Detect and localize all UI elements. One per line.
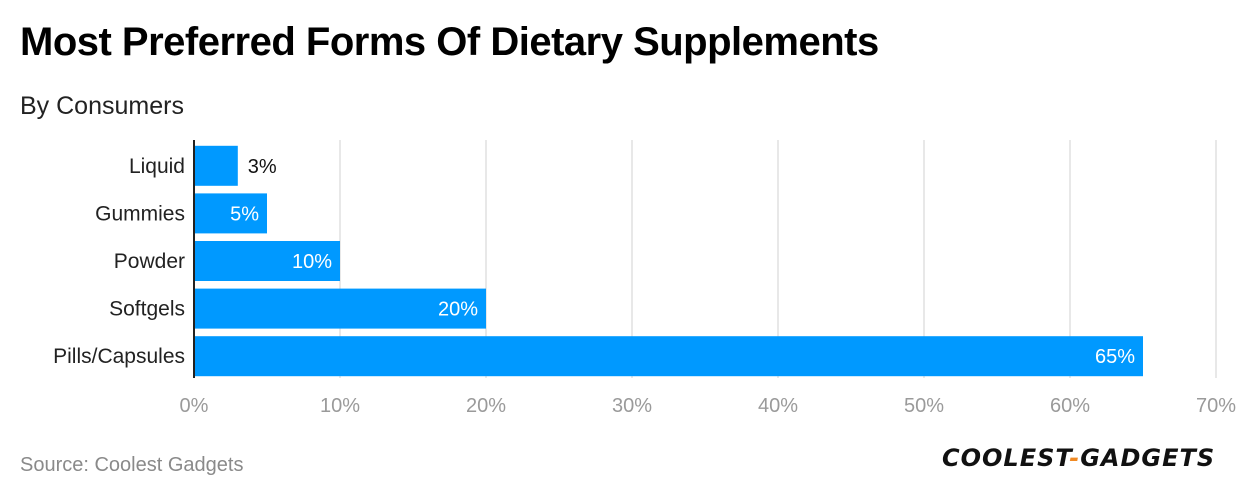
bar [194,241,340,281]
x-tick-label: 70% [1196,395,1236,417]
data-label: 20% [438,299,478,321]
data-label: 3% [248,156,277,178]
x-tick-label: 20% [466,395,506,417]
logo-right-text: GADGETS [1080,444,1216,472]
x-tick-label: 0% [180,395,209,417]
chart-subtitle: By Consumers [20,92,184,120]
x-tick-label: 50% [904,395,944,417]
bar [194,336,1143,377]
data-label: 65% [1095,346,1135,368]
category-label: Gummies [95,202,185,225]
logo-left-text: COOLEST [942,444,1070,472]
bars [194,145,1143,377]
x-tick-label: 30% [612,395,652,417]
data-label: 5% [230,203,259,225]
brand-logo: COOLEST-GADGETS [942,444,1215,472]
bar [194,193,267,234]
bar [194,288,486,329]
chart-title: Most Preferred Forms Of Dietary Suppleme… [20,20,879,64]
category-label: Softgels [109,298,185,321]
bar [194,145,238,186]
logo-separator: - [1069,444,1081,472]
category-label: Powder [114,250,185,273]
data-label: 10% [292,251,332,273]
x-tick-label: 40% [758,395,798,417]
category-label: Liquid [129,155,185,178]
source-note: Source: Coolest Gadgets [20,454,244,476]
labels: 0% 10% 20% 30% 40% 50% 60% 70% Liquid 3% Gummies 5%… [53,155,1236,417]
x-tick-label: 10% [320,395,360,417]
category-label: Pills/Capsules [53,345,185,368]
x-tick-label: 60% [1050,395,1090,417]
